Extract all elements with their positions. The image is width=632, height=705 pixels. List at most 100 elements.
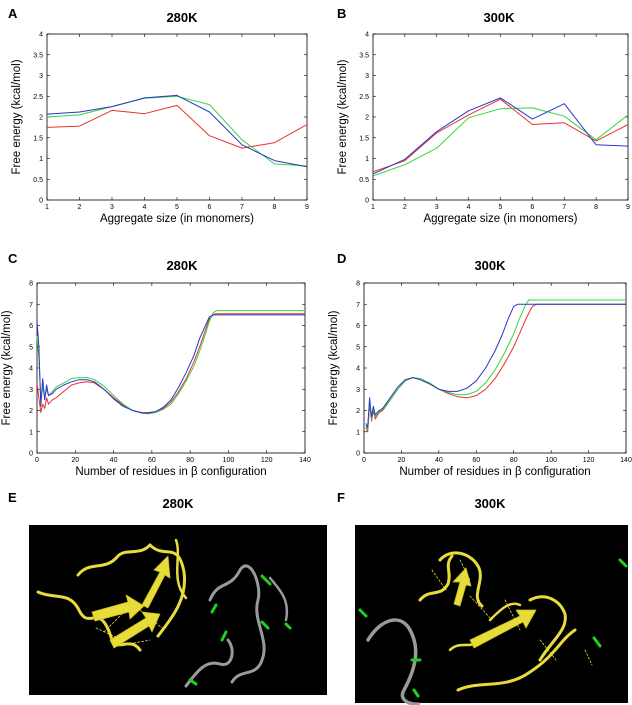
y-tick-label: 3.5 — [33, 52, 43, 59]
x-tick-label: 3 — [435, 204, 439, 211]
x-tick-label: 0 — [362, 457, 366, 464]
panel-title-b: 300K — [483, 10, 515, 25]
x-tick-label: 40 — [110, 457, 118, 464]
x-tick-label: 6 — [208, 204, 212, 211]
y-tick-label: 0 — [365, 198, 369, 205]
y-tick-label: 3 — [356, 387, 360, 394]
x-tick-label: 60 — [472, 457, 480, 464]
y-tick-label: 5 — [29, 344, 33, 351]
x-tick-label: 100 — [545, 457, 557, 464]
x-tick-label: 20 — [398, 457, 406, 464]
y-tick-label: 4 — [39, 32, 43, 39]
y-tick-label: 2 — [356, 408, 360, 415]
render-background-f — [355, 525, 628, 703]
y-tick-label: 0 — [356, 451, 360, 458]
x-tick-label: 120 — [261, 457, 273, 464]
protein-render-f — [355, 525, 628, 705]
panel-letter-a: A — [8, 6, 18, 21]
x-tick-label: 5 — [499, 204, 503, 211]
y-tick-label: 2 — [29, 408, 33, 415]
plot-a: 1 2 3 4 5 6 7 8 9 0 0.5 1 1.5 2 2.5 3 3.5 4 Aggregate size… — [11, 32, 309, 226]
plot-frame-c — [36, 282, 306, 454]
series-line-blue — [365, 303, 626, 428]
y-tick-label: 1 — [356, 429, 360, 436]
y-tick-label: 0 — [39, 198, 43, 205]
panel-letter-e: E — [8, 490, 17, 505]
y-tick-label: 4 — [356, 366, 360, 373]
plot-b: 1 2 3 4 5 6 7 8 9 0 0.5 1 1.5 2 2.5 3 3.5 4 Aggregate size… — [337, 32, 630, 226]
x-tick-label: 3 — [110, 204, 114, 211]
x-tick-label: 9 — [626, 204, 630, 211]
panel-a: A 280K 1 2 3 4 5 6 7 8 9 0 0.5 1 1.5 2 2.5 3 3.5 4 Aggrega… — [8, 6, 309, 225]
y-axis-label-b: Free energy (kcal/mol) — [337, 59, 349, 174]
x-tick-label: 20 — [71, 457, 79, 464]
x-tick-label: 2 — [403, 204, 407, 211]
y-axis-label-d: Free energy (kcal/mol) — [328, 310, 340, 425]
panel-title-f: 300K — [474, 496, 506, 511]
panel-title-a: 280K — [166, 10, 198, 25]
series-line-blue — [36, 314, 305, 414]
x-tick-label: 8 — [594, 204, 598, 211]
plot-frame-d — [363, 282, 627, 454]
x-tick-label: 120 — [583, 457, 595, 464]
x-tick-label: 5 — [175, 204, 179, 211]
panel-letter-d: D — [337, 251, 346, 266]
x-tick-label: 100 — [223, 457, 235, 464]
y-axis-label-a: Free energy (kcal/mol) — [11, 59, 23, 174]
plot-frame-b — [372, 33, 629, 201]
series-line-blue — [46, 94, 308, 168]
y-tick-label: 0.5 — [33, 177, 43, 184]
panel-title-d: 300K — [474, 258, 506, 273]
x-tick-label: 1 — [371, 204, 375, 211]
y-tick-label: 2.5 — [33, 94, 43, 101]
y-tick-label: 0 — [29, 451, 33, 458]
y-tick-label: 7 — [356, 302, 360, 309]
x-axis-label-b: Aggregate size (in monomers) — [423, 213, 577, 225]
series-line-red — [36, 313, 305, 414]
panel-e: E 280K — [8, 490, 327, 695]
y-tick-label: 3.5 — [359, 52, 369, 59]
x-tick-label: 4 — [143, 204, 147, 211]
x-tick-label: 0 — [35, 457, 39, 464]
x-tick-label: 6 — [530, 204, 534, 211]
x-tick-label: 80 — [510, 457, 518, 464]
series-line-green — [46, 95, 308, 167]
plot-c: 0 20 40 60 80 100 120 140 0 1 2 3 4 5 6 7 8 Number of res… — [1, 281, 311, 479]
y-tick-label: 1 — [39, 156, 43, 163]
panel-letter-f: F — [337, 490, 345, 505]
panel-title-c: 280K — [166, 258, 198, 273]
panel-title-e: 280K — [162, 496, 194, 511]
series-line-green — [365, 299, 626, 431]
y-tick-label: 2 — [39, 115, 43, 122]
y-tick-label: 3 — [39, 73, 43, 80]
x-tick-label: 7 — [240, 204, 244, 211]
x-tick-label: 40 — [435, 457, 443, 464]
y-tick-label: 3 — [29, 387, 33, 394]
series-line-blue — [372, 97, 629, 175]
y-tick-label: 0.5 — [359, 177, 369, 184]
y-tick-label: 8 — [356, 281, 360, 288]
plot-d: 0 20 40 60 80 100 120 140 0 1 2 3 4 5 6 7 8 Number of res… — [328, 281, 632, 479]
x-tick-label: 9 — [305, 204, 309, 211]
x-axis-label-c: Number of residues in β configuration — [75, 466, 266, 478]
panel-b: B 300K 1 2 3 4 5 6 7 8 9 0 0.5 1 1.5 2 2.5 3 3.5 4 Aggrega… — [337, 6, 630, 225]
x-tick-label: 140 — [299, 457, 311, 464]
y-tick-label: 7 — [29, 302, 33, 309]
y-tick-label: 6 — [29, 323, 33, 330]
protein-render-e — [29, 525, 327, 695]
x-tick-label: 2 — [78, 204, 82, 211]
y-tick-label: 2 — [365, 115, 369, 122]
y-tick-label: 8 — [29, 281, 33, 288]
x-tick-label: 7 — [562, 204, 566, 211]
y-tick-label: 1 — [29, 429, 33, 436]
x-tick-label: 60 — [148, 457, 156, 464]
series-line-green — [36, 310, 305, 415]
panel-f: F 300K — [337, 490, 628, 705]
series-line-red — [372, 98, 629, 173]
y-tick-label: 4 — [29, 366, 33, 373]
y-tick-label: 6 — [356, 323, 360, 330]
panel-letter-c: C — [8, 251, 18, 266]
x-tick-label: 4 — [467, 204, 471, 211]
y-tick-label: 2.5 — [359, 94, 369, 101]
